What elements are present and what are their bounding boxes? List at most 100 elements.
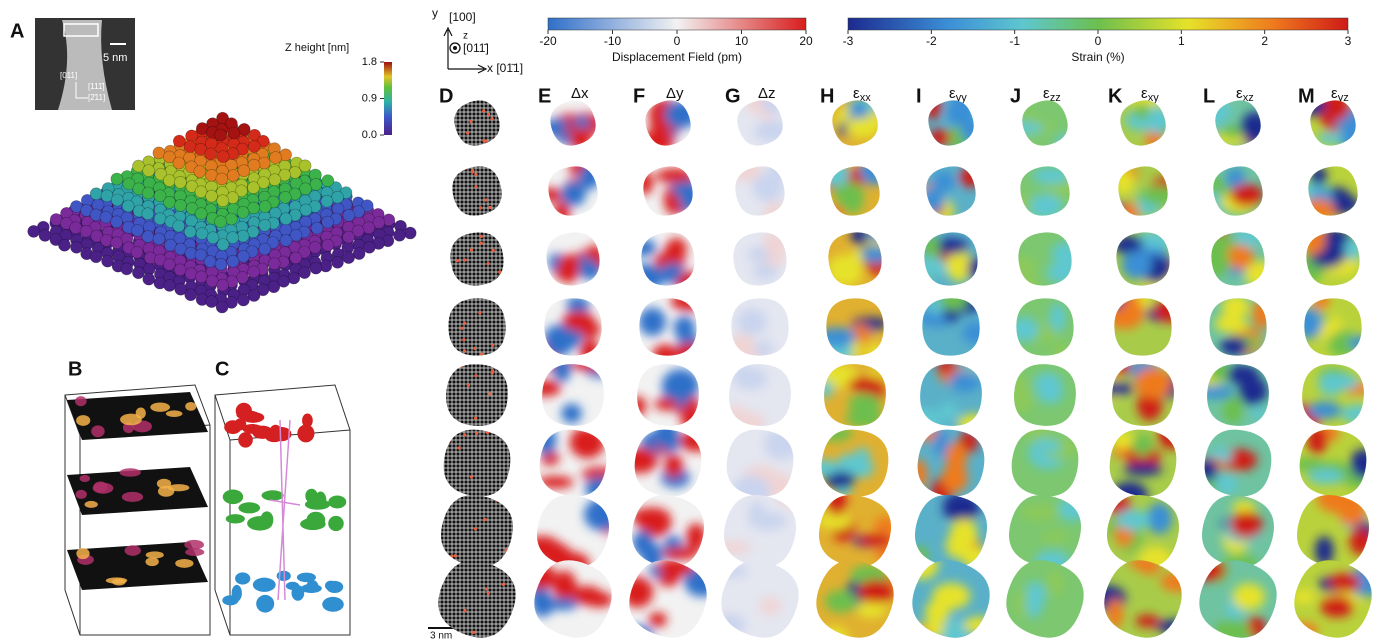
blob [1324, 373, 1360, 391]
intensity-spot [79, 474, 91, 483]
atom-cluster [306, 511, 326, 529]
atom [491, 343, 495, 347]
blob [857, 579, 895, 604]
blob [932, 238, 969, 255]
blob [716, 541, 752, 554]
atom [216, 238, 230, 251]
atom [101, 254, 114, 268]
blob [939, 402, 959, 421]
atom [462, 337, 466, 342]
blob [1025, 587, 1043, 619]
atom [163, 150, 176, 164]
atom-map [447, 297, 507, 357]
atom [479, 241, 483, 245]
panel-label: M [1298, 85, 1315, 107]
blob [713, 614, 746, 636]
reconstruction [1113, 229, 1173, 289]
subscript: xy [1148, 92, 1160, 104]
subscript: yz [1338, 92, 1349, 104]
column-header: Δx [571, 85, 589, 102]
blob [569, 426, 605, 459]
tick-label: -10 [604, 34, 622, 48]
colorbar [547, 17, 807, 31]
atom [473, 527, 478, 531]
atom [225, 212, 238, 226]
reconstruction [525, 559, 614, 639]
blob [584, 498, 617, 531]
blob [1321, 318, 1339, 335]
blob [664, 241, 688, 257]
blob [822, 380, 834, 398]
atom [132, 266, 145, 280]
blob [1234, 229, 1263, 248]
blob [1208, 174, 1224, 193]
tick-label: 1.8 [362, 56, 377, 68]
panel-label: A [10, 20, 24, 42]
reconstruction [447, 161, 507, 221]
atom [215, 172, 229, 186]
blob [1230, 183, 1264, 207]
blob [1344, 237, 1363, 261]
atom-cluster [328, 515, 344, 532]
atom [27, 225, 41, 238]
reconstruction [543, 297, 603, 357]
reconstruction [825, 297, 885, 357]
atom-cluster [305, 488, 318, 504]
atom-cluster [235, 402, 252, 420]
atom [463, 258, 467, 262]
blob [1328, 330, 1359, 357]
atom-cluster [314, 491, 327, 509]
atom [247, 289, 261, 302]
blob [1058, 496, 1088, 522]
atom [185, 180, 199, 193]
atom [194, 185, 208, 198]
blob [561, 403, 582, 424]
axis-direction: [100] [449, 10, 476, 24]
blob [958, 167, 981, 188]
blob [932, 171, 957, 191]
atom [463, 608, 467, 613]
blob [638, 307, 666, 336]
blob [621, 576, 654, 608]
atom [205, 274, 219, 288]
field [1214, 297, 1268, 356]
atom [494, 498, 499, 502]
atom [163, 279, 176, 292]
atom [58, 238, 71, 252]
blob [1220, 336, 1248, 356]
atom [174, 199, 187, 212]
reconstruction [1294, 424, 1372, 502]
field [638, 168, 698, 216]
colorbar-label: Displacement Field (pm) [612, 50, 742, 64]
blob [1221, 297, 1250, 321]
atom [483, 517, 487, 522]
colorbar-label: Z height [nm] [285, 42, 349, 54]
blob [1123, 463, 1163, 476]
blob [963, 616, 995, 634]
panel-label: F [633, 85, 645, 107]
panel-label: I [916, 85, 922, 107]
reconstruction [730, 297, 790, 357]
reconstruction [727, 362, 793, 428]
atom [194, 207, 208, 220]
blob [1307, 401, 1342, 420]
atom [258, 242, 272, 256]
blob [827, 254, 863, 287]
blob [1229, 511, 1263, 539]
blob [1307, 468, 1344, 485]
reconstruction [1286, 559, 1382, 639]
blob [1160, 571, 1192, 592]
reconstruction [1303, 161, 1363, 221]
blob [686, 523, 707, 551]
atom [279, 234, 293, 247]
blob [816, 459, 840, 477]
reconstruction [1113, 161, 1173, 221]
field [1022, 424, 1079, 470]
atom [227, 126, 241, 140]
panel-label: G [725, 85, 741, 107]
blob [638, 263, 664, 289]
blob [737, 308, 767, 336]
atom [479, 234, 483, 239]
blob [1294, 457, 1326, 472]
reconstruction [1006, 424, 1084, 502]
